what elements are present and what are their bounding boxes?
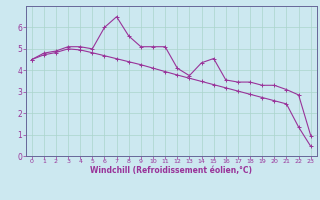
X-axis label: Windchill (Refroidissement éolien,°C): Windchill (Refroidissement éolien,°C) (90, 166, 252, 175)
